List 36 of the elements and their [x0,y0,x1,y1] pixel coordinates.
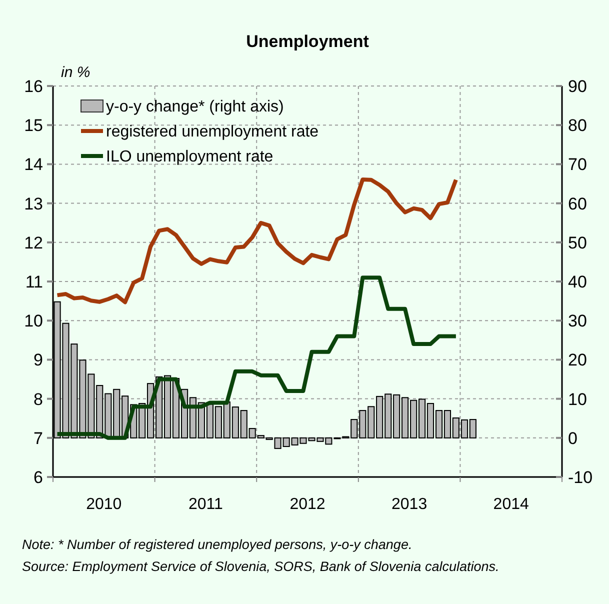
y-tick-label: 15 [24,116,43,136]
y2-tick-label: 70 [568,155,587,174]
y-tick-label: 7 [34,428,43,448]
legend-label: y-o-y change* (right axis) [106,98,284,116]
legend-label: registered unemployment rate [106,124,319,141]
y-tick-label: 10 [24,312,43,331]
y-tick-label: 12 [24,233,43,252]
y2-tick-label: 20 [568,350,587,370]
y2-tick-label: 40 [568,272,587,292]
y2-tick-label: 10 [568,390,587,409]
x-tick-label: 2013 [392,496,428,513]
y2-tick-label: 80 [568,116,587,136]
x-tick-label: 2012 [290,496,326,513]
line-series [55,276,458,440]
y2-tick-label: 0 [568,428,578,448]
y-tick-label: 9 [34,350,43,370]
text: Note: * Number of registered unemployed persons, y-o-y change. [22,537,412,552]
y2-tick-label: -10 [568,468,593,487]
y-tick-label: 6 [34,468,43,487]
y-tick-label: 16 [24,76,43,96]
y-tick-label: 8 [34,390,43,409]
x-tick-label: 2011 [188,496,224,513]
y2-tick-label: 60 [568,194,587,214]
y2-tick-label: 30 [568,312,587,331]
y-tick-label: 14 [24,155,43,174]
y2-tick-label: 50 [568,233,587,252]
y-tick-label: 11 [25,272,43,292]
y2-tick-label: 90 [568,76,587,96]
chart-title: Unemployment [246,32,370,51]
source-note: Source: Employment Service of Slovenia, SORS, Bank of Slovenia calculations. [22,559,500,574]
legend-label: ILO unemployment rate [106,148,274,166]
x-tick-label: 2010 [86,496,122,513]
y-axis-title: in % [61,64,90,81]
line-series [55,177,458,304]
y-tick-label: 13 [24,194,43,214]
x-tick-label: 2014 [493,496,529,513]
